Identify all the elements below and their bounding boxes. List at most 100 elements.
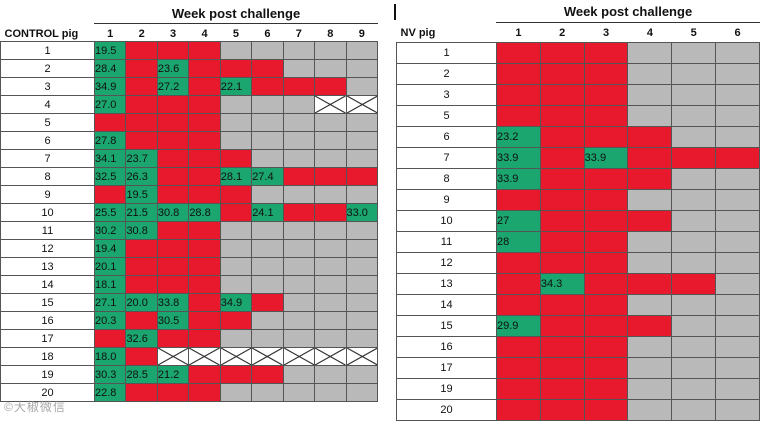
control-red-cell	[156, 239, 190, 258]
nv-pig-id: 11	[396, 231, 497, 253]
nv-red-cell	[627, 147, 673, 169]
nv-red-cell	[671, 273, 717, 295]
control-value-cell: 33.0	[345, 203, 378, 222]
control-red-cell	[156, 167, 190, 186]
nv-red-cell	[496, 105, 541, 127]
nv-table-row: 3	[396, 84, 760, 106]
control-red-cell	[188, 275, 221, 294]
nv-red-cell	[627, 315, 673, 337]
control-gray-cell	[345, 257, 378, 276]
control-value-cell: 19.5	[93, 41, 127, 60]
control-table-row: 15 27.1 20.0 33.8 34.9	[0, 293, 378, 312]
nv-gray-cell	[671, 399, 717, 421]
control-pig-id: 4	[0, 95, 95, 114]
nv-gray-cell	[671, 210, 717, 232]
control-value-cell: 20.0	[125, 293, 158, 312]
control-red-cell	[282, 77, 316, 96]
nv-red-cell	[627, 168, 673, 190]
nv-gray-cell	[715, 63, 760, 85]
nv-gray-cell	[627, 378, 673, 400]
nv-red-cell	[496, 252, 541, 274]
control-gray-cell	[345, 293, 378, 312]
nv-red-cell	[583, 126, 629, 148]
control-gray-cell	[219, 275, 253, 294]
nv-pig-id: 19	[396, 378, 497, 400]
control-table: CONTROL pig 1 2 3 4 5 6 7 8 9 1 19.5 2 28.4 23.6 3 34.9 2…	[0, 26, 378, 402]
control-red-cell	[188, 257, 221, 276]
nv-title-rule	[496, 22, 760, 23]
nv-week-header: 3	[584, 24, 628, 43]
control-red-cell	[314, 167, 347, 186]
control-value-cell: 28.4	[93, 59, 127, 78]
nv-gray-cell	[715, 315, 760, 337]
control-pig-id: 3	[0, 77, 95, 96]
nv-gray-cell	[627, 63, 673, 85]
control-gray-cell	[345, 185, 378, 204]
control-value-cell: 27.0	[93, 95, 127, 114]
control-gray-cell	[345, 77, 378, 96]
control-value-cell: 27.8	[93, 131, 127, 150]
control-red-cell	[188, 293, 221, 312]
nv-red-cell	[539, 42, 585, 64]
control-table-row: 13 20.1	[0, 257, 378, 276]
control-gray-cell	[282, 329, 316, 348]
control-red-cell	[188, 59, 221, 78]
nv-gray-cell	[715, 252, 760, 274]
control-table-row: 19 30.3 28.5 21.2	[0, 365, 378, 384]
nv-value-cell: 33.9	[583, 147, 629, 169]
control-week-header: 3	[157, 26, 189, 42]
nv-week-header: 4	[627, 24, 672, 43]
nv-table-row: 5	[396, 105, 760, 127]
control-week-header: 6	[251, 26, 284, 42]
control-gray-cell	[314, 149, 347, 168]
control-value-cell: 34.9	[93, 77, 127, 96]
control-red-cell	[188, 131, 221, 150]
nv-table-row: 8 33.9	[396, 168, 760, 190]
control-red-cell	[188, 239, 221, 258]
control-value-cell: 34.9	[219, 293, 253, 312]
control-gray-cell	[314, 329, 347, 348]
nv-gray-cell	[627, 105, 673, 127]
control-table-row: 6 27.8	[0, 131, 378, 150]
control-gray-cell	[345, 365, 378, 384]
nv-red-cell	[583, 294, 629, 316]
nv-pig-id: 10	[396, 210, 497, 232]
nv-gray-cell	[671, 105, 717, 127]
control-red-cell	[188, 185, 221, 204]
nv-gray-cell	[715, 168, 760, 190]
control-red-cell	[125, 383, 158, 402]
nv-table-row: 7 33.9 33.9	[396, 147, 760, 169]
nv-red-cell	[539, 63, 585, 85]
control-red-cell	[125, 275, 158, 294]
nv-gray-cell	[627, 294, 673, 316]
nv-red-cell	[496, 63, 541, 85]
control-pig-id: 18	[0, 347, 95, 366]
control-crossed-cell	[314, 95, 347, 114]
control-pig-id: 9	[0, 185, 95, 204]
control-value-cell: 27.4	[251, 167, 284, 186]
control-pig-id: 1	[0, 41, 95, 60]
nv-gray-cell	[715, 378, 760, 400]
nv-gray-cell	[671, 357, 717, 379]
nv-red-cell	[583, 42, 629, 64]
control-gray-cell	[251, 239, 284, 258]
nv-red-cell	[583, 252, 629, 274]
control-week-header: 9	[346, 26, 378, 42]
control-gray-cell	[314, 221, 347, 240]
nv-red-cell	[627, 210, 673, 232]
cross-icon	[284, 348, 314, 365]
nv-gray-cell	[671, 126, 717, 148]
control-red-cell	[125, 311, 158, 330]
control-red-cell	[156, 131, 190, 150]
control-crossed-cell	[156, 347, 190, 366]
nv-gray-cell	[671, 63, 717, 85]
nv-table: NV pig 1 2 3 4 5 6 1 2 3 5 6 23.2 7 33.9 33.9 8 33.9 9 10 27…	[396, 24, 760, 421]
nv-gray-cell	[715, 273, 760, 295]
control-gray-cell	[251, 383, 284, 402]
control-pig-id: 19	[0, 365, 95, 384]
nv-gray-cell	[671, 168, 717, 190]
nv-table-row: 1	[396, 42, 760, 64]
control-value-cell: 30.5	[156, 311, 190, 330]
nv-table-row: 20	[396, 399, 760, 421]
control-pig-id: 2	[0, 59, 95, 78]
